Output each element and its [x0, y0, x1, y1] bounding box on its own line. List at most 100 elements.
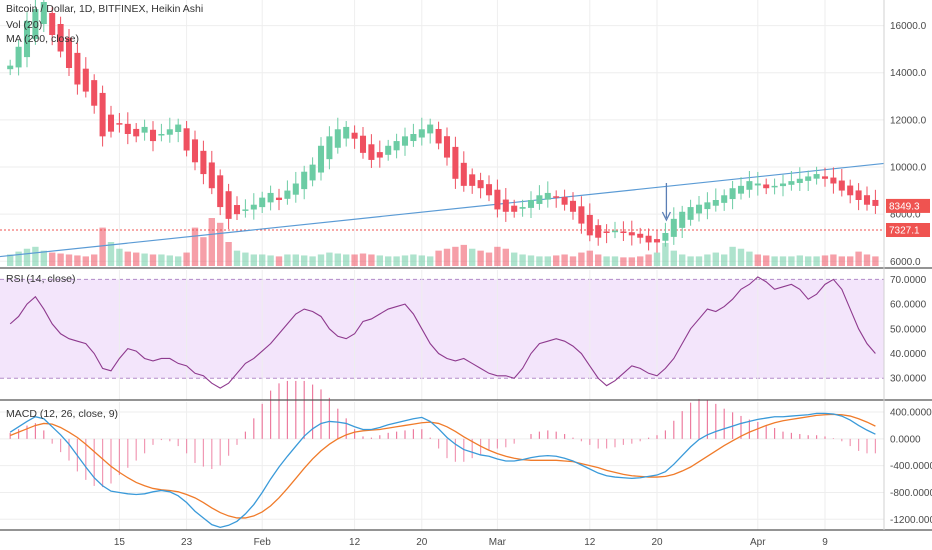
candle-body: [317, 145, 325, 173]
price-panel[interactable]: 16000.0 14000.0 12000.0 10000.0 8000.0 6000.0…: [0, 0, 932, 268]
candle-body: [183, 128, 190, 151]
volume-bar: [49, 252, 56, 266]
price-badge-label: 7327.1: [889, 226, 920, 237]
candle-body: [477, 180, 484, 189]
price-gridlines: [0, 0, 884, 268]
candle-body: [107, 114, 115, 132]
volume-bar: [334, 253, 341, 266]
volume-bar: [351, 254, 358, 266]
volume-bar: [519, 254, 526, 266]
rsi-y-axis[interactable]: 70.0000 60.0000 50.0000 40.0000 30.0000: [890, 275, 927, 385]
volume-bar: [653, 252, 661, 266]
candle-body: [611, 230, 619, 233]
volume-bar: [771, 256, 778, 266]
time-tick-label: 23: [181, 537, 193, 548]
price-badge: [886, 198, 930, 213]
candle-body: [175, 124, 182, 132]
candle-body: [368, 144, 375, 160]
time-tick-label: Mar: [489, 537, 507, 548]
price-y-axis[interactable]: 16000.0 14000.0 12000.0 10000.0 8000.0 6000.0: [890, 21, 927, 268]
volume-bar: [401, 255, 409, 266]
candle-body: [746, 181, 753, 190]
candle-body: [351, 132, 358, 139]
candle-body: [586, 214, 593, 236]
candle-body: [141, 126, 148, 133]
volume-bar: [553, 255, 560, 266]
volume-bar: [250, 254, 257, 266]
volume-bar: [494, 246, 501, 266]
candle-body: [544, 192, 551, 200]
volume-bar: [242, 252, 249, 266]
time-tick-label: 12: [349, 537, 361, 548]
volume-bar: [99, 227, 106, 266]
ma-200-line: [0, 162, 885, 258]
price-tick-label: 12000.0: [890, 115, 927, 126]
volume-bar: [217, 222, 224, 266]
volume-bar: [376, 255, 383, 266]
candle-body: [653, 239, 661, 243]
volume-bar: [275, 256, 283, 266]
macd-legend: MACD (12, 26, close, 9): [6, 408, 118, 420]
price-tick-label: 16000.0: [890, 21, 927, 32]
volume-bar: [460, 244, 467, 266]
volume-bar: [175, 256, 182, 266]
candle-body: [779, 183, 787, 187]
candle-body: [863, 195, 871, 205]
candle-body: [721, 195, 728, 203]
volume-bar: [477, 250, 484, 266]
candle-body: [695, 204, 703, 214]
candle-body: [553, 196, 560, 198]
volume-bar: [855, 251, 862, 266]
volume-bar: [91, 254, 98, 266]
price-tick-label: 14000.0: [890, 68, 927, 79]
candle-body: [284, 190, 291, 199]
volume-bar: [863, 254, 871, 266]
macd-tick-label: -800.0000: [890, 488, 932, 499]
arrow-down-annotation[interactable]: [661, 183, 671, 222]
candle-body: [595, 225, 602, 238]
candle-body: [32, 9, 39, 39]
candle-body: [763, 184, 770, 189]
time-x-axis[interactable]: 1523Feb1220Mar1220Apr923May14: [114, 537, 932, 548]
rsi-tick-label: 60.0000: [890, 300, 927, 311]
candle-body: [57, 24, 64, 52]
candle-body: [233, 205, 241, 215]
volume-bar: [788, 256, 795, 266]
arrow-head: [661, 211, 671, 222]
candle-body: [225, 191, 232, 219]
candle-body: [737, 185, 745, 194]
rsi-tick-label: 40.0000: [890, 349, 927, 360]
candle-body: [830, 177, 837, 184]
volume-bar: [712, 252, 719, 266]
candle-body: [418, 129, 425, 138]
volume-bar: [191, 227, 199, 266]
time-tick-label: 9: [822, 537, 828, 548]
candle-body: [443, 136, 451, 158]
rsi-tick-label: 30.0000: [890, 374, 927, 385]
volume-bar: [544, 256, 551, 266]
volume-bar: [267, 255, 274, 266]
candle-body: [729, 188, 736, 200]
volume-bar: [15, 251, 22, 266]
candle-body: [267, 192, 274, 203]
candle-body: [427, 124, 434, 134]
candle-body: [872, 199, 879, 206]
volume-bar: [527, 255, 535, 266]
volume-bar: [754, 254, 761, 266]
volume-bar: [259, 254, 266, 266]
volume-bar: [133, 252, 140, 266]
macd-panel[interactable]: 400.0000 0.0000 -400.0000 -800.0000 -1200.00…: [0, 380, 932, 530]
candle-body: [326, 136, 333, 160]
candle-body: [511, 205, 518, 212]
price-tick-label: 10000.0: [890, 163, 927, 174]
candle-body: [376, 152, 383, 158]
panel-separators: [0, 0, 932, 531]
time-tick-label: Apr: [750, 537, 766, 548]
candle-body: [536, 195, 543, 204]
macd-y-axis[interactable]: 400.0000 0.0000 -400.0000 -800.0000 -1200.00…: [890, 408, 932, 526]
volume-bar: [385, 256, 392, 266]
volume-bar: [418, 255, 425, 266]
rsi-panel[interactable]: 70.0000 60.0000 50.0000 40.0000 30.0000 RSI …: [0, 270, 932, 400]
volume-bar: [82, 256, 89, 266]
